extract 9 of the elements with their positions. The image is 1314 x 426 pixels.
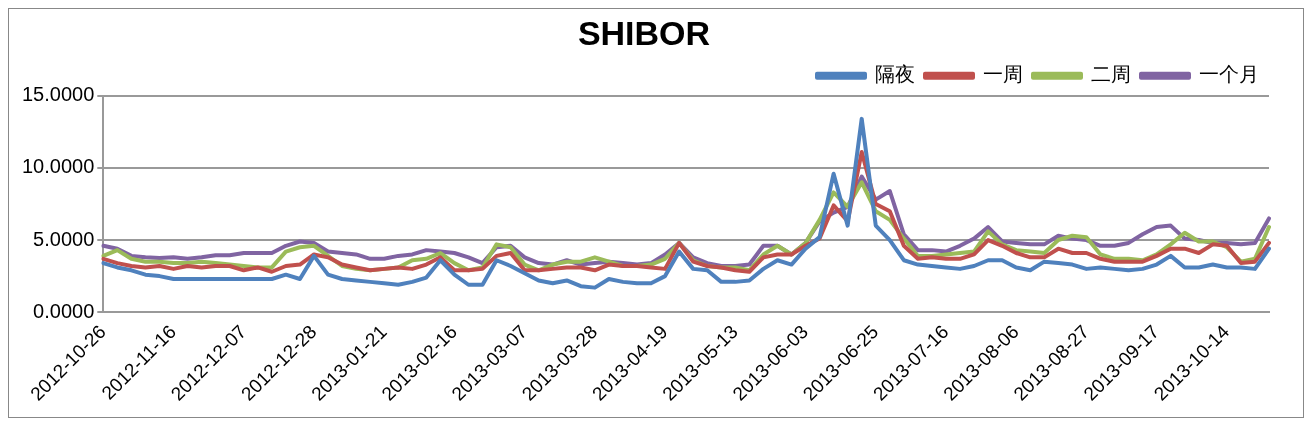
y-tick-label: 5.0000 [33, 227, 95, 250]
chart-title: SHIBOR [577, 13, 711, 52]
legend-label: 一周 [983, 63, 1023, 86]
legend-label: 二周 [1091, 63, 1131, 86]
y-tick-label: 0.0000 [33, 299, 95, 322]
legend-label: 隔夜 [875, 63, 915, 86]
y-tick-label: 15.0000 [22, 83, 95, 106]
y-tick-label: 10.0000 [22, 155, 95, 178]
legend-label: 一个月 [1199, 63, 1259, 86]
